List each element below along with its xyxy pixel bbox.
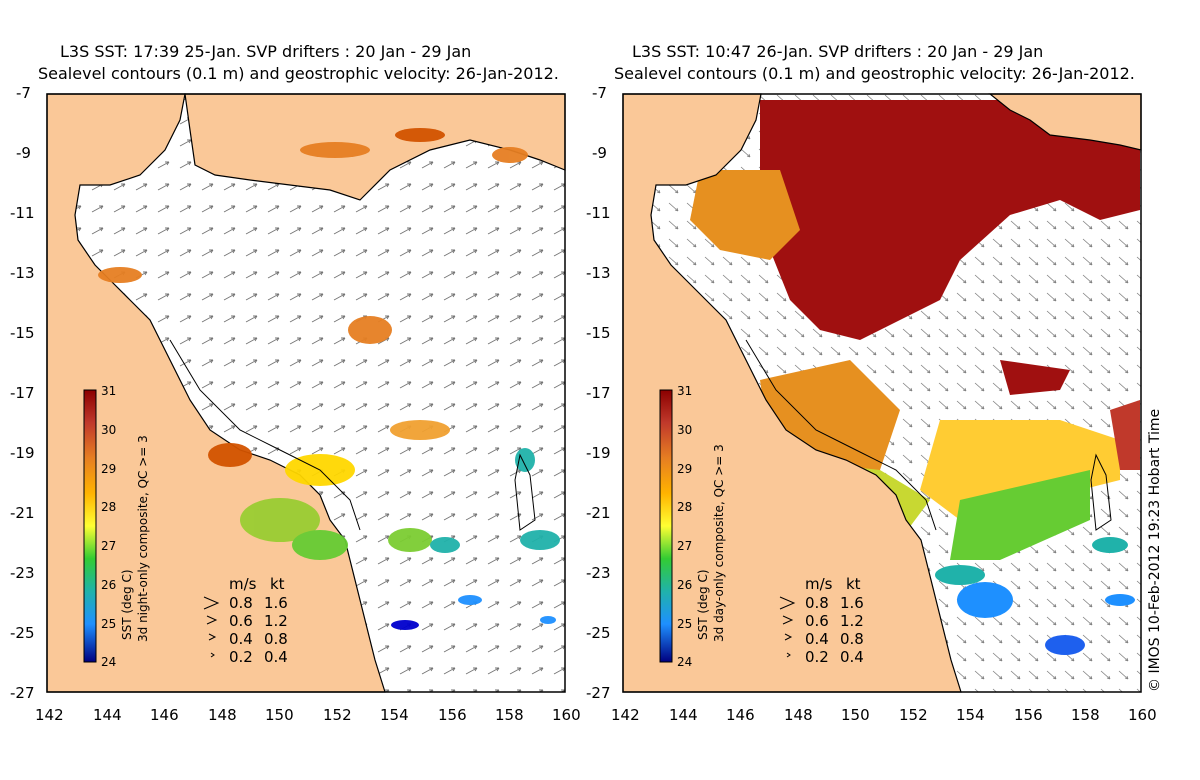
cb-tick: 31 xyxy=(677,384,693,398)
legend-kt: 1.2 xyxy=(264,612,288,630)
ytick: -9 xyxy=(592,144,607,162)
legend-kt: 0.4 xyxy=(264,648,288,666)
legend-header-ms: m/s xyxy=(805,575,833,593)
cb-tick: 24 xyxy=(677,655,693,669)
imos-credit: © IMOS 10-Feb-2012 19:23 Hobart Time xyxy=(1147,408,1163,692)
ytick: -21 xyxy=(10,504,35,522)
legend-header-kt: kt xyxy=(270,575,285,593)
cb-tick: 29 xyxy=(101,462,117,476)
ytick: -17 xyxy=(586,384,611,402)
right-colorbar-sublabel: 3d day-only composite, QC >= 3 xyxy=(712,444,726,642)
legend-ms: 0.8 xyxy=(229,594,253,612)
ytick: -7 xyxy=(16,84,31,102)
ytick: -21 xyxy=(586,504,611,522)
xtick: 144 xyxy=(669,706,698,724)
legend-ms: 0.6 xyxy=(805,612,829,630)
ytick: -19 xyxy=(586,444,611,462)
ytick: -7 xyxy=(592,84,607,102)
ytick: -25 xyxy=(586,624,611,642)
right-title-line2: Sealevel contours (0.1 m) and geostrophi… xyxy=(614,64,1135,83)
xtick: 142 xyxy=(35,706,64,724)
legend-kt: 1.2 xyxy=(840,612,864,630)
right-title-line1: L3S SST: 10:47 26-Jan. SVP drifters : 20… xyxy=(632,42,1044,61)
right-australia-land xyxy=(622,93,962,693)
ytick: -23 xyxy=(586,564,611,582)
cb-tick: 30 xyxy=(101,423,117,437)
legend-ms: 0.4 xyxy=(805,630,829,648)
ytick: -27 xyxy=(10,684,35,702)
legend-kt: 0.8 xyxy=(264,630,288,648)
cb-tick: 28 xyxy=(677,500,693,514)
cb-tick: 26 xyxy=(101,578,117,592)
left-map-panel xyxy=(46,93,566,693)
left-title-line1: L3S SST: 17:39 25-Jan. SVP drifters : 20… xyxy=(60,42,472,61)
left-velocity-legend-arrows xyxy=(203,596,220,658)
xtick: 148 xyxy=(208,706,237,724)
ytick: -11 xyxy=(586,204,611,222)
legend-ms: 0.6 xyxy=(229,612,253,630)
cb-tick: 27 xyxy=(101,539,117,553)
ytick: -11 xyxy=(10,204,35,222)
right-colorbar xyxy=(659,389,673,663)
xtick: 156 xyxy=(1014,706,1043,724)
left-png-land xyxy=(184,93,566,201)
ytick: -15 xyxy=(586,324,611,342)
left-colorbar-sublabel: 3d night-only composite, QC >= 3 xyxy=(136,435,150,642)
legend-header-ms: m/s xyxy=(229,575,257,593)
xtick: 152 xyxy=(323,706,352,724)
legend-kt: 1.6 xyxy=(840,594,864,612)
cb-tick: 24 xyxy=(101,655,117,669)
legend-kt: 0.4 xyxy=(840,648,864,666)
legend-ms: 0.8 xyxy=(805,594,829,612)
legend-ms: 0.4 xyxy=(229,630,253,648)
xtick: 146 xyxy=(150,706,179,724)
cb-tick: 27 xyxy=(677,539,693,553)
legend-ms: 0.2 xyxy=(805,648,829,666)
xtick: 160 xyxy=(1128,706,1157,724)
legend-kt: 1.6 xyxy=(264,594,288,612)
cb-tick: 26 xyxy=(677,578,693,592)
xtick: 152 xyxy=(899,706,928,724)
ytick: -17 xyxy=(10,384,35,402)
cb-tick: 25 xyxy=(101,617,117,631)
left-colorbar xyxy=(83,389,97,663)
cb-tick: 31 xyxy=(101,384,117,398)
xtick: 154 xyxy=(956,706,985,724)
ytick: -27 xyxy=(586,684,611,702)
xtick: 158 xyxy=(495,706,524,724)
cb-tick: 29 xyxy=(677,462,693,476)
xtick: 150 xyxy=(841,706,870,724)
cb-tick: 28 xyxy=(101,500,117,514)
ytick: -25 xyxy=(10,624,35,642)
ytick: -13 xyxy=(586,264,611,282)
xtick: 146 xyxy=(726,706,755,724)
ytick: -13 xyxy=(10,264,35,282)
left-colorbar-label: SST (deg C) xyxy=(120,569,134,640)
xtick: 148 xyxy=(784,706,813,724)
ytick: -19 xyxy=(10,444,35,462)
legend-kt: 0.8 xyxy=(840,630,864,648)
ytick: -23 xyxy=(10,564,35,582)
right-map-panel xyxy=(622,93,1142,693)
xtick: 160 xyxy=(552,706,581,724)
xtick: 142 xyxy=(611,706,640,724)
cb-tick: 30 xyxy=(677,423,693,437)
left-title-line2: Sealevel contours (0.1 m) and geostrophi… xyxy=(38,64,559,83)
right-velocity-legend-arrows xyxy=(779,596,796,658)
legend-header-kt: kt xyxy=(846,575,861,593)
xtick: 158 xyxy=(1071,706,1100,724)
right-colorbar-label: SST (deg C) xyxy=(696,569,710,640)
xtick: 156 xyxy=(438,706,467,724)
ytick: -9 xyxy=(16,144,31,162)
xtick: 150 xyxy=(265,706,294,724)
cb-tick: 25 xyxy=(677,617,693,631)
legend-ms: 0.2 xyxy=(229,648,253,666)
xtick: 144 xyxy=(93,706,122,724)
xtick: 154 xyxy=(380,706,409,724)
ytick: -15 xyxy=(10,324,35,342)
